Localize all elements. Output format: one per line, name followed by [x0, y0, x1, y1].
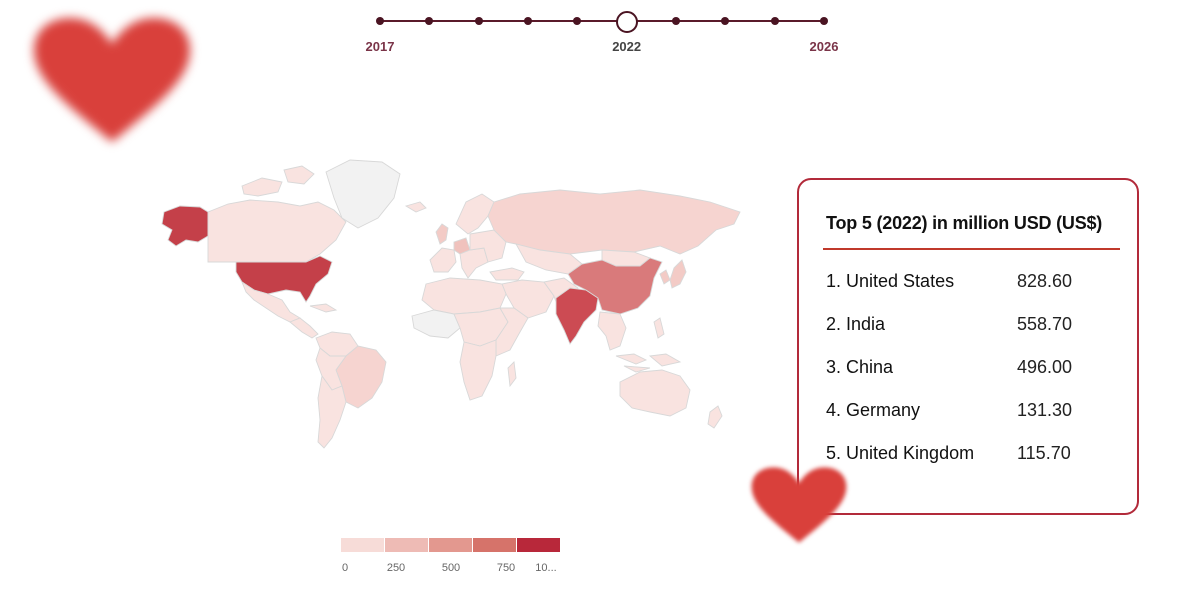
ranking-country: 3. China [826, 357, 894, 377]
ranking-row: 5. United Kingdom 115.70 [826, 443, 1126, 467]
heart-decoration-bottom [748, 464, 850, 546]
timeline-year-label[interactable]: 2022 [612, 39, 642, 54]
timeline-dot[interactable] [770, 17, 779, 25]
timeline-dot[interactable] [820, 17, 828, 25]
timeline-handle[interactable] [615, 11, 638, 33]
legend-tick-label: 500 [441, 562, 461, 574]
year-timeline[interactable]: 2017 2022 2026 [360, 0, 850, 70]
timeline-dot[interactable] [672, 17, 680, 25]
timeline-dot[interactable] [474, 17, 483, 25]
country-italy-central-europe[interactable] [459, 247, 489, 279]
timeline-dot[interactable] [573, 17, 582, 25]
legend-swatch [517, 538, 560, 552]
ranking-value: 115.70 [1017, 443, 1071, 463]
timeline-year-label[interactable]: 2017 [365, 39, 395, 54]
heart-icon [751, 467, 847, 543]
heart-decoration-top-left [28, 14, 196, 146]
legend-tick-label: 10... [535, 562, 557, 574]
country-korea[interactable] [659, 269, 671, 285]
legend-tick-label: 0 [341, 562, 349, 574]
country-southeast-asia[interactable] [597, 311, 627, 351]
timeline-year-label[interactable]: 2026 [809, 39, 839, 54]
country-australia[interactable] [619, 369, 691, 417]
country-madagascar[interactable] [507, 361, 517, 388]
ranking-row: 1. United States 828.60 [826, 271, 1126, 295]
country-japan[interactable] [669, 259, 687, 289]
ranking-row: 2. India 558.70 [826, 314, 1126, 338]
country-canada-islands[interactable] [241, 165, 315, 197]
country-united-kingdom[interactable] [435, 223, 449, 245]
ranking-country: 5. United Kingdom [826, 443, 975, 463]
legend-swatch [341, 538, 384, 552]
legend-swatch [429, 538, 472, 552]
country-france-iberia[interactable] [429, 247, 457, 273]
country-india[interactable] [555, 287, 599, 345]
timeline-dot[interactable] [425, 17, 434, 25]
ranking-country: 4. Germany [826, 400, 921, 420]
color-legend: 0 250 500 750 10... [341, 538, 561, 578]
country-north-africa[interactable] [421, 277, 507, 315]
ranking-value: 828.60 [1017, 271, 1073, 291]
country-iceland[interactable] [404, 201, 427, 213]
timeline-dot[interactable] [376, 17, 384, 25]
panel-divider [823, 248, 1120, 250]
country-argentina-chile[interactable] [317, 374, 347, 449]
country-alaska[interactable] [161, 205, 209, 247]
country-new-zealand[interactable] [707, 405, 723, 429]
top5-panel: Top 5 (2022) in million USD (US$) 1. Uni… [797, 178, 1139, 515]
country-greenland[interactable] [325, 159, 401, 229]
timeline-dot[interactable] [524, 17, 532, 25]
legend-color-scale [341, 538, 560, 552]
world-map[interactable] [150, 150, 750, 460]
heart-icon [34, 18, 190, 142]
country-southern-africa[interactable] [459, 339, 497, 401]
country-turkey[interactable] [489, 267, 525, 281]
timeline-dot[interactable] [721, 17, 730, 25]
country-russia[interactable] [487, 189, 741, 255]
country-central-america[interactable] [289, 317, 319, 339]
country-indonesia[interactable] [615, 353, 682, 373]
panel-title: Top 5 (2022) in million USD (US$) [826, 213, 1103, 233]
ranking-row: 3. China 496.00 [826, 357, 1126, 381]
ranking-country: 1. United States [826, 271, 955, 291]
ranking-country: 2. India [826, 314, 886, 334]
legend-tick-label: 250 [386, 562, 406, 574]
country-east-africa[interactable] [495, 307, 529, 357]
ranking-value: 496.00 [1017, 357, 1073, 377]
ranking-value: 131.30 [1017, 400, 1073, 420]
legend-swatch [473, 538, 516, 552]
country-west-africa[interactable] [411, 309, 461, 339]
country-scandinavia[interactable] [455, 193, 495, 235]
legend-tick-label: 750 [496, 562, 516, 574]
country-china[interactable] [567, 257, 663, 315]
ranking-row: 4. Germany 131.30 [826, 400, 1126, 424]
ranking-value: 558.70 [1017, 314, 1073, 334]
country-canada[interactable] [207, 199, 347, 263]
timeline-track [380, 20, 824, 22]
country-philippines[interactable] [653, 317, 665, 339]
country-cuba[interactable] [309, 303, 338, 313]
legend-swatch [385, 538, 428, 552]
